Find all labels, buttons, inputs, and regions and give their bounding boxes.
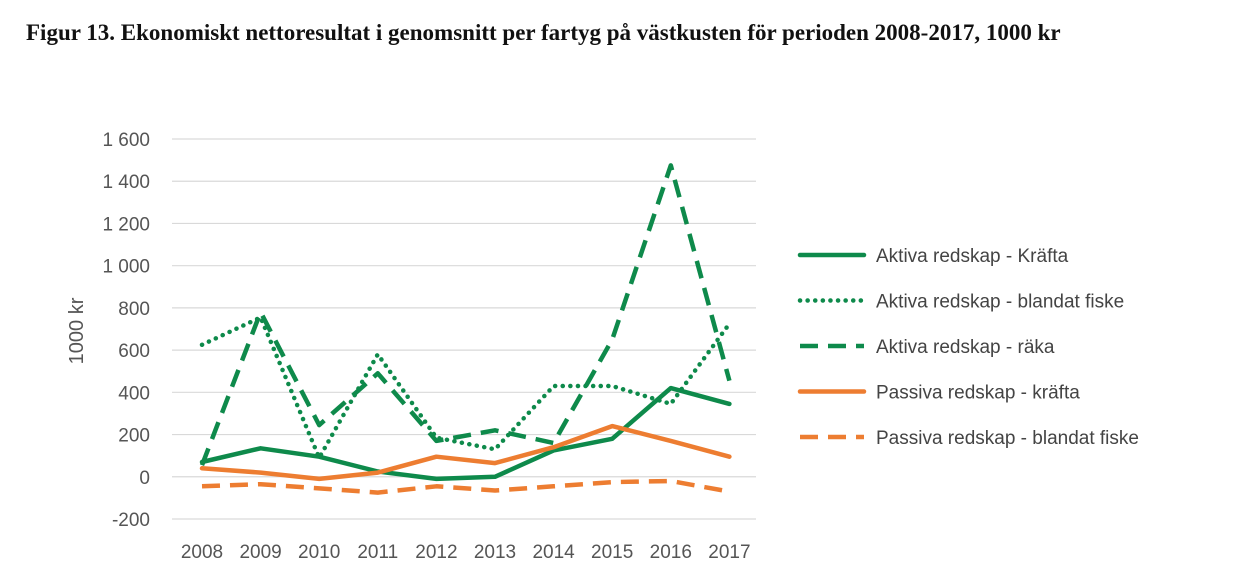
y-tick-label: 600 — [118, 341, 150, 362]
series-lines — [199, 163, 732, 495]
series-line-3 — [199, 163, 732, 467]
y-tick-label: 1 400 — [102, 172, 150, 193]
x-tick-label: 2015 — [591, 542, 633, 563]
figure-caption: Figur 13. Ekonomiskt nettoresultat i gen… — [26, 20, 1061, 45]
legend-label-2: Aktiva redskap - blandat fiske — [876, 292, 1124, 313]
x-tick-label: 2013 — [474, 542, 516, 563]
y-tick-label: 1 600 — [102, 130, 150, 151]
x-tick-label: 2008 — [181, 542, 223, 563]
legend-label-1: Aktiva redskap - Kräfta — [876, 246, 1069, 267]
series-line-4 — [199, 423, 732, 482]
x-tick-label: 2014 — [532, 542, 575, 563]
y-tick-label: 400 — [118, 383, 150, 404]
y-axis-label: 1000 kr — [66, 297, 88, 364]
y-tick-label: 200 — [118, 426, 150, 447]
y-tick-label: -200 — [112, 510, 150, 531]
y-tick-label: 800 — [118, 299, 150, 320]
x-tick-label: 2017 — [708, 542, 750, 563]
legend-label-4: Passiva redskap - kräfta — [876, 383, 1080, 404]
x-tick-label: 2016 — [650, 542, 692, 563]
x-tick-label: 2010 — [298, 542, 340, 563]
x-tick-label: 2009 — [239, 542, 281, 563]
legend-label-3: Aktiva redskap - räka — [876, 337, 1055, 358]
y-tick-label: 0 — [139, 468, 150, 489]
series-line-1 — [199, 385, 732, 482]
gridlines — [172, 138, 756, 520]
series-line-5 — [201, 478, 730, 495]
x-tick-label: 2012 — [415, 542, 457, 563]
y-axis-ticks: -200 0 200 400 600 800 1 000 1 200 1 400 1 600 — [102, 130, 150, 531]
y-tick-label: 1 000 — [102, 257, 150, 278]
x-tick-label: 2011 — [357, 542, 398, 563]
legend-label-5: Passiva redskap - blandat fiske — [876, 428, 1139, 449]
legend: Aktiva redskap - Kräfta Aktiva redskap - … — [797, 246, 1139, 449]
y-tick-label: 1 200 — [102, 214, 150, 235]
x-axis-ticks: 2008 2009 2010 2011 2012 2013 2014 2015 2016 2017 — [181, 542, 751, 563]
